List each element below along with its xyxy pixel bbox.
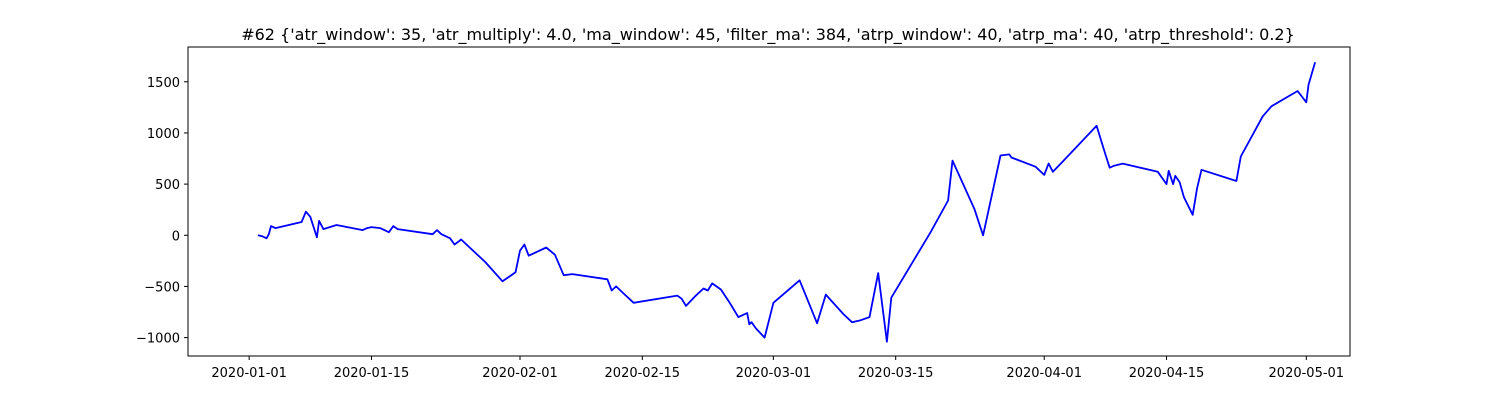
y-tick-label: −1000 (136, 332, 180, 347)
chart-title: #62 {'atr_window': 35, 'atr_multiply': 4… (241, 25, 1295, 45)
axes-frame (187, 46, 1351, 357)
y-tick-label: 0 (172, 229, 180, 244)
axes: 2020-01-01 2020-01-15 2020-02-01 2020-02-15… (136, 46, 1351, 381)
x-tick-label: 2020-01-15 (334, 366, 410, 381)
x-tick-label: 2020-02-15 (605, 366, 681, 381)
x-tick-label: 2020-04-01 (1006, 366, 1082, 381)
y-tick-label: 1000 (147, 127, 180, 142)
x-tick-label: 2020-03-15 (858, 366, 934, 381)
plot-area (257, 62, 1316, 343)
y-tick-label: −500 (144, 280, 180, 295)
x-tick-label: 2020-03-01 (736, 366, 812, 381)
x-tick-label: 2020-02-01 (482, 366, 558, 381)
y-tick-label: 500 (155, 178, 180, 193)
x-tick-label: 2020-04-15 (1129, 366, 1205, 381)
x-tick-label: 2020-05-01 (1269, 366, 1345, 381)
x-tick-label: 2020-01-01 (211, 366, 287, 381)
series-line (257, 62, 1316, 343)
y-tick-label: 1500 (147, 76, 180, 91)
